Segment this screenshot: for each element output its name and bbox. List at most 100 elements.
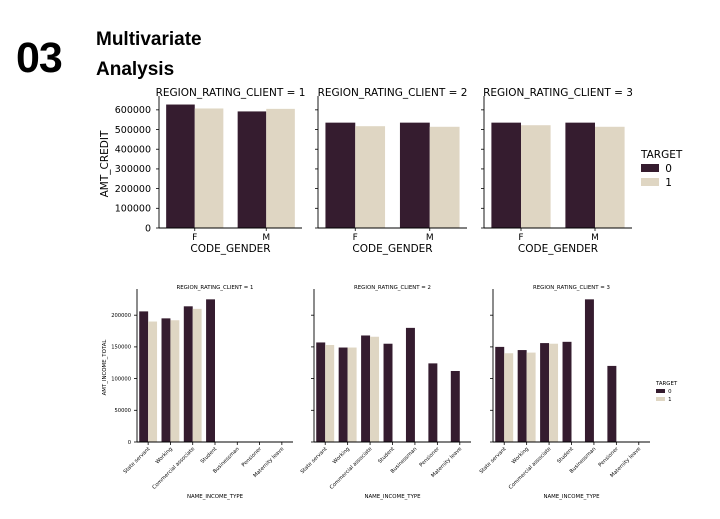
- legend-label-1: 1: [668, 397, 671, 403]
- legend-swatch-1: [641, 178, 659, 186]
- y-tick-label: 200000: [115, 184, 151, 195]
- bar-commercial-associate-target-1: [370, 336, 380, 442]
- bar-student-target-0: [206, 299, 215, 442]
- legend-title: TARGET: [655, 381, 678, 387]
- facet-title: REGION_RATING_CLIENT = 1: [156, 87, 306, 99]
- bar-working-target-0: [517, 350, 527, 442]
- x-tick-label: Commercial associate: [151, 446, 196, 491]
- legend-swatch-0: [641, 164, 659, 172]
- x-tick-label: F: [353, 233, 358, 243]
- x-axis-label: CODE_GENDER: [352, 243, 432, 255]
- y-tick-label: 100000: [115, 204, 151, 215]
- bar-f-target-0: [166, 104, 195, 228]
- chart-2-panel-1: REGION_RATING_CLIENT = 1 0 50000 100000 1500…: [111, 285, 293, 500]
- bar-m-target-1: [595, 126, 625, 228]
- chart-1-panel-1: REGION_RATING_CLIENT = 1 0 100000 200000 300…: [115, 87, 306, 255]
- bar-working-target-1: [526, 352, 536, 442]
- x-tick-label: Student: [556, 446, 575, 465]
- x-axis-label: NAME_INCOME_TYPE: [364, 494, 421, 500]
- bar-commercial-associate-target-0: [183, 306, 193, 442]
- x-tick-label: Commercial associate: [508, 446, 553, 491]
- x-tick-label: State servant: [300, 446, 329, 475]
- bar-commercial-associate-target-0: [540, 343, 550, 442]
- bar-student-target-0: [562, 341, 572, 442]
- bar-state-servant-target-0: [139, 311, 149, 442]
- facet-title: REGION_RATING_CLIENT = 3: [533, 285, 610, 291]
- bar-f-target-0: [325, 122, 356, 228]
- x-tick-label: Student: [200, 446, 219, 465]
- bar-m-target-0: [399, 122, 430, 228]
- bar-businessman-target-0: [584, 299, 594, 442]
- bar-m-target-0: [237, 111, 267, 228]
- bar-working-target-1: [170, 320, 180, 442]
- bar-working-target-0: [338, 347, 348, 442]
- x-tick-label: Pensioner: [419, 446, 442, 469]
- x-tick-label: State servant: [479, 446, 508, 475]
- bar-state-servant-target-1: [504, 353, 514, 442]
- facet-title: REGION_RATING_CLIENT = 3: [483, 87, 633, 99]
- x-tick-label: M: [591, 233, 599, 243]
- bar-f-target-1: [194, 108, 224, 228]
- x-tick-label: M: [262, 233, 270, 243]
- x-tick-label: F: [192, 233, 197, 243]
- bar-maternity-leave-target-0: [450, 370, 460, 442]
- x-axis-label: NAME_INCOME_TYPE: [187, 494, 244, 500]
- x-tick-label: F: [518, 233, 523, 243]
- legend-label-1: 1: [665, 177, 672, 189]
- facet-title: REGION_RATING_CLIENT = 2: [354, 285, 431, 291]
- x-tick-label: Pensioner: [241, 446, 264, 469]
- bar-pensioner-target-0: [607, 365, 617, 442]
- bar-state-servant-target-0: [495, 346, 505, 442]
- y-tick-label: 100000: [111, 376, 131, 382]
- y-tick-label: 400000: [115, 145, 151, 156]
- bar-state-servant-target-0: [316, 342, 326, 442]
- bar-m-target-1: [429, 126, 460, 228]
- x-tick-label: M: [426, 233, 434, 243]
- bar-f-target-0: [491, 122, 521, 228]
- legend-swatch-1: [656, 397, 665, 401]
- bar-state-servant-target-1: [325, 344, 335, 442]
- x-axis-label: CODE_GENDER: [190, 243, 270, 255]
- bar-pensioner-target-0: [428, 363, 438, 442]
- legend-title: TARGET: [640, 149, 683, 161]
- legend-label-0: 0: [665, 163, 672, 175]
- bar-f-target-1: [521, 125, 551, 228]
- facet-title: REGION_RATING_CLIENT = 1: [177, 285, 254, 291]
- x-tick-label: Working: [511, 446, 530, 465]
- bar-commercial-associate-target-0: [361, 335, 371, 442]
- y-tick-label: 600000: [115, 105, 151, 116]
- bar-commercial-associate-target-1: [192, 308, 202, 442]
- slide-title-line-1: Multivariate: [96, 29, 202, 50]
- x-axis-label: CODE_GENDER: [518, 243, 598, 255]
- x-tick-label: State servant: [123, 446, 152, 475]
- legend: TARGET 0 1: [655, 381, 678, 403]
- y-axis-label: AMT_INCOME_TOTAL: [102, 340, 108, 396]
- legend: TARGET 0 1: [640, 149, 683, 189]
- chart-2: REGION_RATING_CLIENT = 1 0 50000 100000 1500…: [102, 285, 678, 500]
- y-tick-label: 200000: [111, 313, 131, 319]
- slide-title: Multivariate Analysis: [96, 25, 202, 85]
- x-tick-label: Pensioner: [598, 446, 621, 469]
- chart-1: REGION_RATING_CLIENT = 1 0 100000 200000 300…: [99, 87, 683, 255]
- y-tick-label: 150000: [111, 345, 131, 351]
- y-tick-label: 50000: [114, 408, 131, 414]
- y-tick-label: 0: [145, 223, 151, 234]
- slide-number: 03: [16, 34, 63, 82]
- y-tick-label: 300000: [115, 164, 151, 175]
- y-tick-label: 0: [128, 440, 131, 446]
- y-axis-label: AMT_CREDIT: [99, 130, 111, 197]
- x-tick-label: Working: [155, 446, 174, 465]
- bar-state-servant-target-1: [148, 321, 158, 442]
- x-tick-label: Student: [377, 446, 396, 465]
- bar-commercial-associate-target-1: [549, 343, 559, 442]
- bar-student-target-0: [383, 343, 393, 442]
- x-axis-label: NAME_INCOME_TYPE: [543, 494, 600, 500]
- legend-label-0: 0: [668, 389, 672, 395]
- bar-working-target-0: [161, 318, 171, 442]
- bar-f-target-1: [355, 126, 386, 228]
- x-tick-label: Working: [332, 446, 351, 465]
- facet-title: REGION_RATING_CLIENT = 2: [318, 87, 468, 99]
